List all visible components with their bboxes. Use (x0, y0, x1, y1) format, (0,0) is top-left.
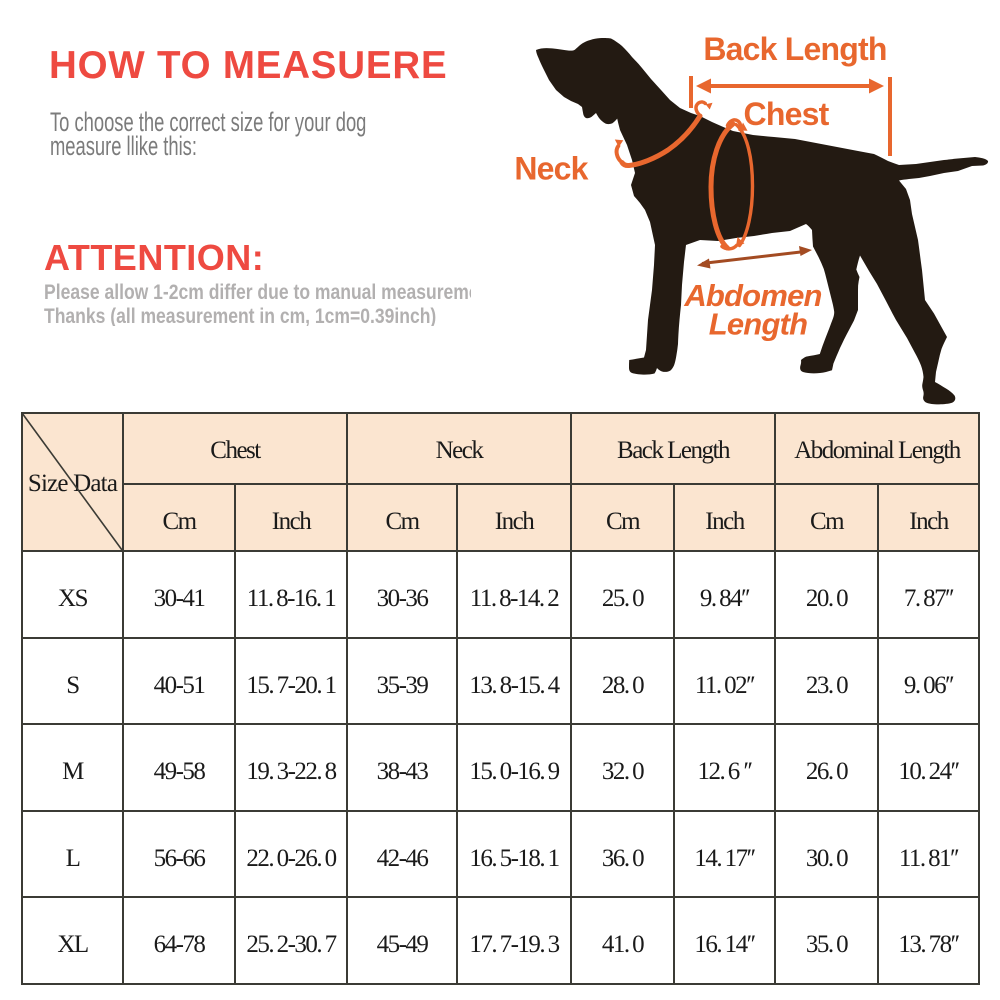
svg-text:Length: Length (709, 307, 808, 342)
svg-text:Neck: Neck (514, 151, 588, 187)
svg-text:Back Length: Back Length (703, 31, 886, 67)
svg-text:Chest: Chest (744, 96, 830, 132)
svg-text:Abdomen: Abdomen (683, 278, 821, 313)
